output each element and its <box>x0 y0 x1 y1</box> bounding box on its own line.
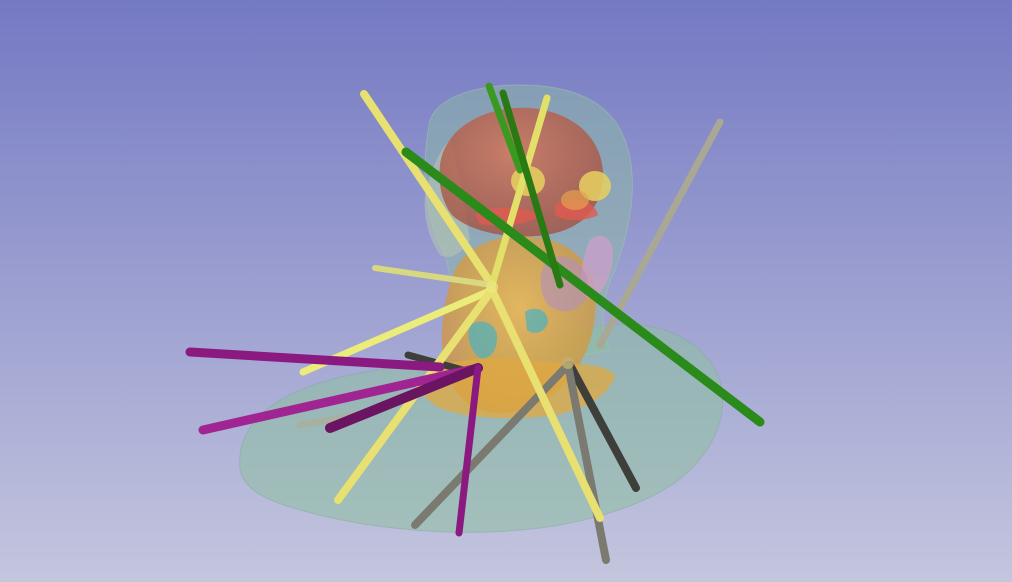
green-rod-1[interactable] <box>401 147 765 427</box>
rod-hub-lower <box>562 357 574 369</box>
yellow-rod-1[interactable] <box>360 90 496 289</box>
yellow-rod-2[interactable] <box>488 94 551 289</box>
green-rod-2[interactable] <box>485 82 524 174</box>
magenta-rod-1[interactable] <box>185 347 445 372</box>
green-rod-3[interactable] <box>499 89 564 289</box>
magenta-rod-2[interactable] <box>198 363 483 435</box>
nerve-node-center <box>561 190 589 210</box>
yellow-rod-3[interactable] <box>372 265 495 288</box>
nerve-node-right <box>579 171 611 201</box>
vessel-structure-2 <box>525 308 548 333</box>
magenta-rod-3[interactable] <box>325 363 483 433</box>
dark-rod-2[interactable] <box>566 361 640 492</box>
gray-rod-3[interactable] <box>564 361 610 564</box>
vessel-structure <box>468 321 498 359</box>
lobe-surface <box>581 235 614 299</box>
magenta-rod-4[interactable] <box>455 364 482 537</box>
rod-hub-upper <box>486 281 498 293</box>
instrument-group[interactable] <box>185 82 765 564</box>
gray-rod-1[interactable] <box>596 118 724 349</box>
yellow-rod-6[interactable] <box>488 286 604 522</box>
